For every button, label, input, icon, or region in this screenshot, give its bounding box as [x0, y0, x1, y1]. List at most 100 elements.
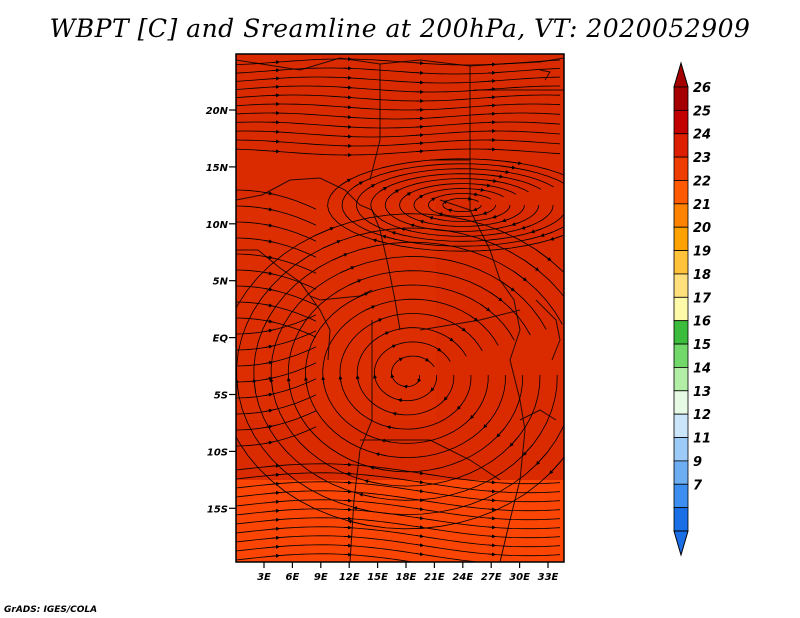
streamline-arrow — [236, 378, 240, 396]
streamline-arrow — [415, 543, 424, 548]
colorbar-segment — [673, 483, 689, 509]
streamline — [236, 112, 561, 120]
streamline-arrow — [472, 207, 478, 212]
streamline-arrow — [265, 392, 273, 397]
streamline — [236, 481, 561, 503]
colorbar: 26 25 24 23 22 21 20 19 18 17 16 15 14 13 12 11 9 7 — [673, 61, 712, 557]
colorbar-segment — [673, 109, 689, 135]
streamline-arrow — [496, 428, 505, 438]
colorbar-label: 19 — [693, 245, 711, 260]
streamline-arrow — [492, 214, 499, 219]
colorbar-segment — [673, 460, 689, 485]
streamline-arrow — [502, 281, 515, 292]
streamline-arrow — [415, 498, 424, 503]
colorbar-segment — [673, 133, 689, 158]
streamline-arrow — [265, 328, 273, 333]
colorbar-label: 18 — [693, 268, 711, 283]
streamline-arrow — [265, 191, 273, 196]
streamline-arrow — [534, 248, 552, 262]
streamline-arrow — [271, 490, 280, 495]
streamline-arrow — [265, 408, 273, 413]
streamline — [384, 178, 540, 232]
streamline-arrow — [390, 344, 397, 349]
latitude-axis: 20N 15N 10N 5N EQ 5S 10S 15S — [206, 106, 236, 515]
streamline — [236, 58, 561, 66]
streamline — [236, 76, 561, 84]
streamline-arrow — [431, 197, 436, 202]
streamline-arrow — [530, 228, 542, 234]
streamline-arrow — [340, 266, 355, 274]
streamline — [236, 517, 561, 539]
lon-tick-label: 27E — [481, 572, 502, 583]
lat-tick-label: EQ — [213, 334, 229, 345]
streamline-arrow — [271, 481, 280, 486]
colorbar-segment — [673, 226, 689, 251]
streamline-arrow — [398, 357, 404, 362]
streamline-arrow — [443, 395, 448, 401]
streamline — [236, 330, 317, 351]
streamline — [355, 168, 564, 242]
lat-tick-label: 5N — [213, 277, 229, 288]
streamline-arrow — [265, 303, 273, 308]
longitude-axis: 3E 6E 9E 12E 15E 18E 21E 24E 27E 30E 33E — [257, 562, 559, 583]
streamline — [236, 94, 561, 102]
streamline-arrow — [381, 234, 396, 240]
streamline-arrow — [477, 187, 485, 192]
streamline-arrow — [380, 186, 388, 192]
streamline — [270, 256, 547, 487]
streamline-arrow — [438, 212, 444, 217]
streamline-arrow — [447, 336, 454, 342]
streamline-arrow — [338, 375, 343, 384]
streamline — [236, 227, 564, 516]
streamline — [236, 301, 317, 322]
streamline — [236, 121, 561, 129]
streamline-arrow — [392, 189, 400, 194]
colorbar-label: 26 — [693, 81, 711, 96]
streamline — [236, 103, 561, 111]
streamline — [370, 173, 554, 237]
lon-tick-label: 12E — [339, 572, 360, 583]
streamline-arrow — [486, 178, 498, 183]
colorbar-segment — [673, 390, 689, 415]
streamline-arrow — [355, 374, 360, 382]
wbpt-field — [236, 54, 564, 562]
streamline-arrow — [505, 160, 523, 166]
colorbar-segment — [673, 203, 689, 228]
streamline — [236, 189, 317, 210]
colorbar-label: 13 — [693, 385, 711, 400]
streamline — [236, 490, 561, 512]
lat-tick-label: 10N — [206, 220, 229, 231]
streamline-arrow — [418, 194, 424, 199]
streamline-arrow — [372, 238, 388, 244]
streamline-arrow — [469, 314, 479, 322]
streamline-arrow — [375, 452, 388, 457]
streamline-arrow — [430, 387, 435, 392]
colorbar-segment — [673, 343, 689, 368]
colorbar-label: 7 — [693, 478, 703, 493]
streamline-arrow — [540, 231, 553, 237]
streamline — [236, 346, 317, 367]
streamline-arrow — [358, 492, 376, 498]
streamline-arrow — [549, 235, 564, 241]
streamline-arrow — [491, 292, 503, 302]
streamline — [236, 253, 317, 274]
colorbar-segment — [673, 86, 689, 111]
streamline-arrow — [271, 526, 280, 531]
streamline-arrow — [364, 479, 380, 485]
streamline — [373, 341, 451, 402]
streamline-arrow — [331, 253, 348, 261]
streamline — [236, 139, 561, 147]
streamline-arrow — [522, 444, 534, 456]
streamline — [236, 148, 561, 156]
colorbar-top-arrow — [673, 61, 689, 88]
streamline-arrow — [520, 225, 531, 230]
streamline-arrow — [271, 463, 280, 468]
streamline-arrow — [480, 303, 491, 312]
lat-tick-label: 5S — [214, 391, 228, 402]
streamline-arrow — [415, 525, 424, 530]
colorbar-segment — [673, 273, 689, 298]
streamline-arrow — [470, 412, 477, 420]
streamline-arrow — [271, 472, 280, 477]
streamline — [287, 270, 531, 473]
colorbar-label: 21 — [693, 198, 711, 213]
